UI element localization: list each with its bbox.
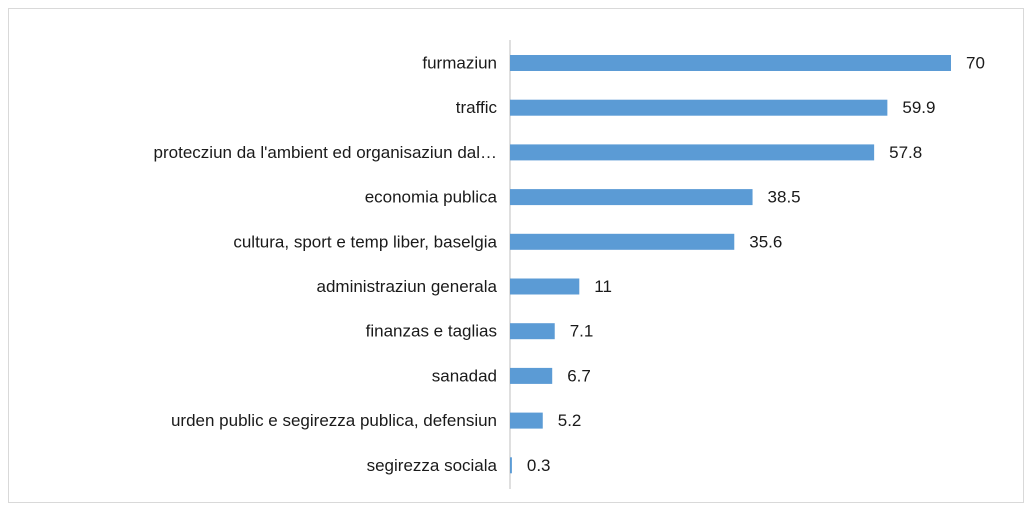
value-label: 59.9 [902,98,935,117]
category-label: segirezza sociala [367,456,498,475]
bar [510,457,512,474]
category-label: cultura, sport e temp liber, baselgia [233,232,497,251]
bar [510,55,951,71]
value-label: 11 [594,277,612,296]
bar [510,367,553,384]
value-label: 35.6 [749,232,782,251]
bar [510,233,735,250]
category-label: sanadad [432,366,497,385]
bar [510,144,875,161]
value-label: 0.3 [527,456,551,475]
value-label: 5.2 [558,411,582,430]
category-label: traffic [456,98,498,117]
bar [510,323,555,340]
category-label: finanzas e taglias [366,322,497,341]
category-label: urden public e segirezza publica, defens… [171,411,497,430]
bar [510,99,888,116]
bar [510,189,753,206]
category-label: protecziun da l'ambient ed organisaziun … [154,143,497,162]
value-label: 57.8 [889,143,922,162]
value-label: 38.5 [768,188,801,207]
category-label: furmaziun [422,53,497,72]
bar [510,278,580,295]
value-label: 7.1 [570,322,594,341]
category-label: economia publica [365,188,498,207]
bar [510,412,543,429]
value-label: 70 [966,53,985,72]
category-label: administraziun generala [317,277,498,296]
value-label: 6.7 [567,366,591,385]
